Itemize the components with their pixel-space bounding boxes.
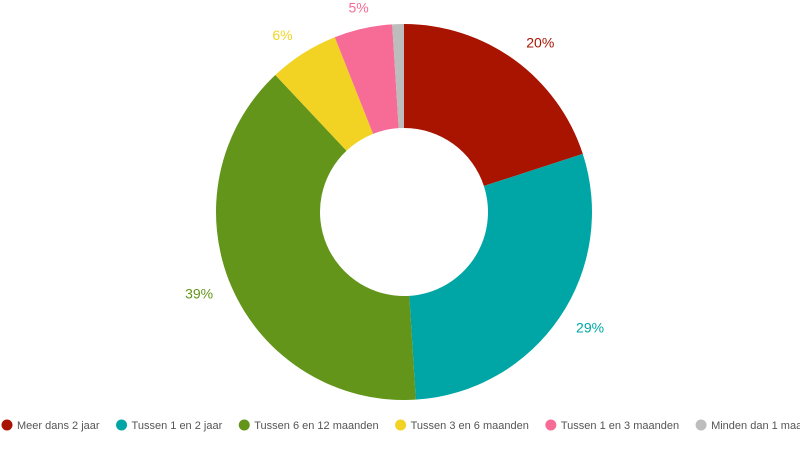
value-label: 39% <box>185 285 213 301</box>
value-label: 5% <box>349 0 369 16</box>
slice <box>275 37 374 151</box>
value-label: 29% <box>576 320 604 336</box>
slice <box>404 24 583 187</box>
legend-label: Tussen 1 en 2 jaar <box>132 420 223 432</box>
legend-label: Tussen 3 en 6 maanden <box>411 420 529 432</box>
slice <box>215 74 416 401</box>
slice <box>334 24 399 134</box>
legend-label: Tussen 1 en 3 maanden <box>561 420 679 432</box>
legend-label: Tussen 6 en 12 maanden <box>254 420 378 432</box>
legend-marker <box>1 419 13 431</box>
slice <box>409 153 592 400</box>
legend-marker <box>545 419 557 431</box>
legend-marker <box>238 419 250 431</box>
legend-marker <box>695 419 707 431</box>
value-label: 6% <box>272 27 292 43</box>
legend-label: Meer dans 2 jaar <box>17 420 100 432</box>
legend-label: Minden dan 1 maand <box>711 420 800 432</box>
legend-marker <box>395 419 407 431</box>
legend-marker <box>116 419 128 431</box>
value-label: 20% <box>526 34 554 50</box>
slice <box>392 24 404 129</box>
legend: Meer dans 2 jaar Tussen 1 en 2 jaar Tussen… <box>1 419 800 432</box>
